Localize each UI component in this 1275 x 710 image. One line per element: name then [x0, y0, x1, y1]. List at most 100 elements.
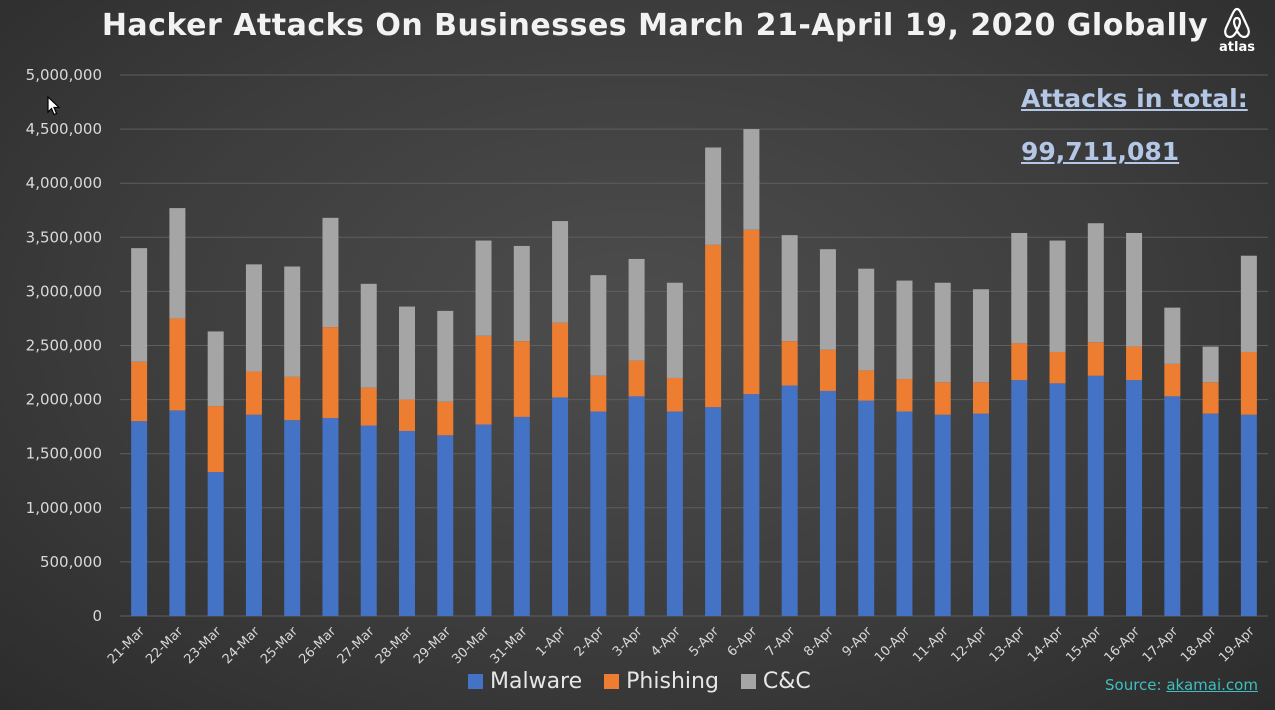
source-link[interactable]: akamai.com [1166, 676, 1258, 694]
y-tick-label: 2,500,000 [26, 337, 102, 355]
bar-phishing [1240, 351, 1257, 415]
bar-malware [284, 420, 301, 616]
bar-stack [628, 258, 645, 616]
bar-cc [207, 331, 224, 407]
bar-malware [896, 411, 913, 616]
bar-phishing [207, 406, 224, 473]
x-tick-label: 13-Apr [987, 624, 1029, 666]
y-tick-label: 1,500,000 [26, 445, 102, 463]
bar-cc [1011, 232, 1028, 344]
x-tick-label: 5-Apr [686, 624, 722, 660]
bar-malware [360, 425, 377, 616]
y-tick-label: 3,000,000 [26, 282, 102, 300]
bar-cc [934, 282, 951, 383]
bar-phishing [1202, 382, 1219, 414]
bar-phishing [1126, 346, 1143, 381]
legend-item-malware: Malware [468, 669, 582, 694]
x-tick-label: 15-Apr [1063, 624, 1105, 666]
legend-label-malware: Malware [490, 669, 583, 694]
legend-label-cc: C&C [762, 669, 811, 694]
y-tick-label: 2,000,000 [26, 391, 102, 409]
bar-stack [399, 306, 415, 616]
x-tick-label: 2-Apr [572, 624, 608, 660]
bar-malware [858, 400, 875, 616]
bar-malware [1011, 380, 1028, 616]
bar-stack [1126, 232, 1143, 616]
bar-phishing [819, 349, 836, 391]
x-tick-label: 4-Apr [648, 624, 684, 660]
bar-phishing [1049, 351, 1066, 384]
bar-cc [1202, 346, 1219, 383]
bar-phishing [131, 361, 148, 422]
bar-stack [1240, 255, 1257, 616]
bar-phishing [934, 382, 951, 415]
bar-malware [590, 411, 607, 616]
x-tick-label: 9-Apr [840, 624, 876, 660]
atlas-logo-icon [1224, 7, 1250, 39]
y-tick-label: 0 [92, 607, 102, 625]
x-tick-label: 29-Mar [411, 624, 454, 667]
bar-malware [131, 421, 148, 616]
bar-cc [1087, 223, 1104, 343]
bar-phishing [552, 322, 569, 398]
x-tick-label: 8-Apr [801, 624, 837, 660]
x-tick-label: 22-Mar [143, 624, 186, 667]
bar-stack [284, 266, 301, 616]
legend: Malware Phishing C&C [468, 669, 833, 694]
x-tick-label: 17-Apr [1140, 624, 1182, 666]
bar-cc [1049, 240, 1066, 352]
bar-stack [131, 248, 148, 616]
bar-stack [1011, 232, 1028, 616]
x-tick-label: 21-Mar [105, 624, 148, 667]
bar-cc [1164, 307, 1181, 364]
bar-malware [628, 396, 645, 616]
stacked-bar-chart: 0 500,000 1,000,000 1,500,000 2,000,000 2,500… [26, 66, 1268, 667]
bar-stack [552, 221, 569, 616]
bar-phishing [360, 387, 377, 426]
bar-phishing [973, 382, 989, 414]
bar-malware [743, 394, 760, 616]
y-tick-label: 1,000,000 [26, 499, 102, 517]
x-tick-label: 16-Apr [1102, 624, 1144, 666]
bar-phishing [781, 341, 798, 386]
bar-stack [1087, 223, 1104, 616]
bar-cc [896, 280, 913, 380]
bar-malware [207, 472, 224, 616]
legend-swatch-cc [740, 674, 756, 689]
bar-malware [169, 410, 186, 616]
bar-malware [513, 416, 530, 616]
x-tick-label: 26-Mar [296, 624, 339, 667]
bar-stack [666, 282, 683, 616]
legend-item-phishing: Phishing [604, 669, 719, 694]
bar-malware [1202, 413, 1219, 616]
bar-phishing [513, 341, 530, 417]
bar-stack [360, 283, 377, 616]
chart-title: Hacker Attacks On Businesses March 21-Ap… [101, 8, 1209, 43]
bar-stack [896, 280, 913, 616]
bar-phishing [437, 401, 454, 436]
x-tick-label: 28-Mar [373, 624, 416, 667]
bar-malware [705, 407, 722, 616]
bar-phishing [666, 377, 683, 412]
bar-phishing [896, 379, 913, 412]
bar-stack [590, 275, 607, 616]
bar-stack [973, 289, 989, 616]
bar-cc [973, 289, 989, 383]
atlas-logo: atlas [1212, 6, 1262, 55]
bar-malware [245, 414, 262, 616]
bar-phishing [743, 229, 760, 395]
x-tick-label: 18-Apr [1178, 624, 1220, 666]
bar-cc [131, 248, 148, 362]
x-tick-label: 12-Apr [949, 624, 991, 666]
bar-cc [1126, 232, 1143, 347]
bar-malware [666, 411, 683, 616]
bar-malware [819, 390, 836, 616]
bar-phishing [284, 376, 301, 421]
bar-phishing [1087, 342, 1104, 376]
legend-item-cc: C&C [740, 669, 811, 694]
bar-phishing [590, 375, 607, 412]
bar-phishing [322, 327, 339, 418]
bar-phishing [705, 244, 722, 408]
bar-cc [322, 217, 339, 328]
x-tick-label: 11-Apr [910, 624, 952, 666]
